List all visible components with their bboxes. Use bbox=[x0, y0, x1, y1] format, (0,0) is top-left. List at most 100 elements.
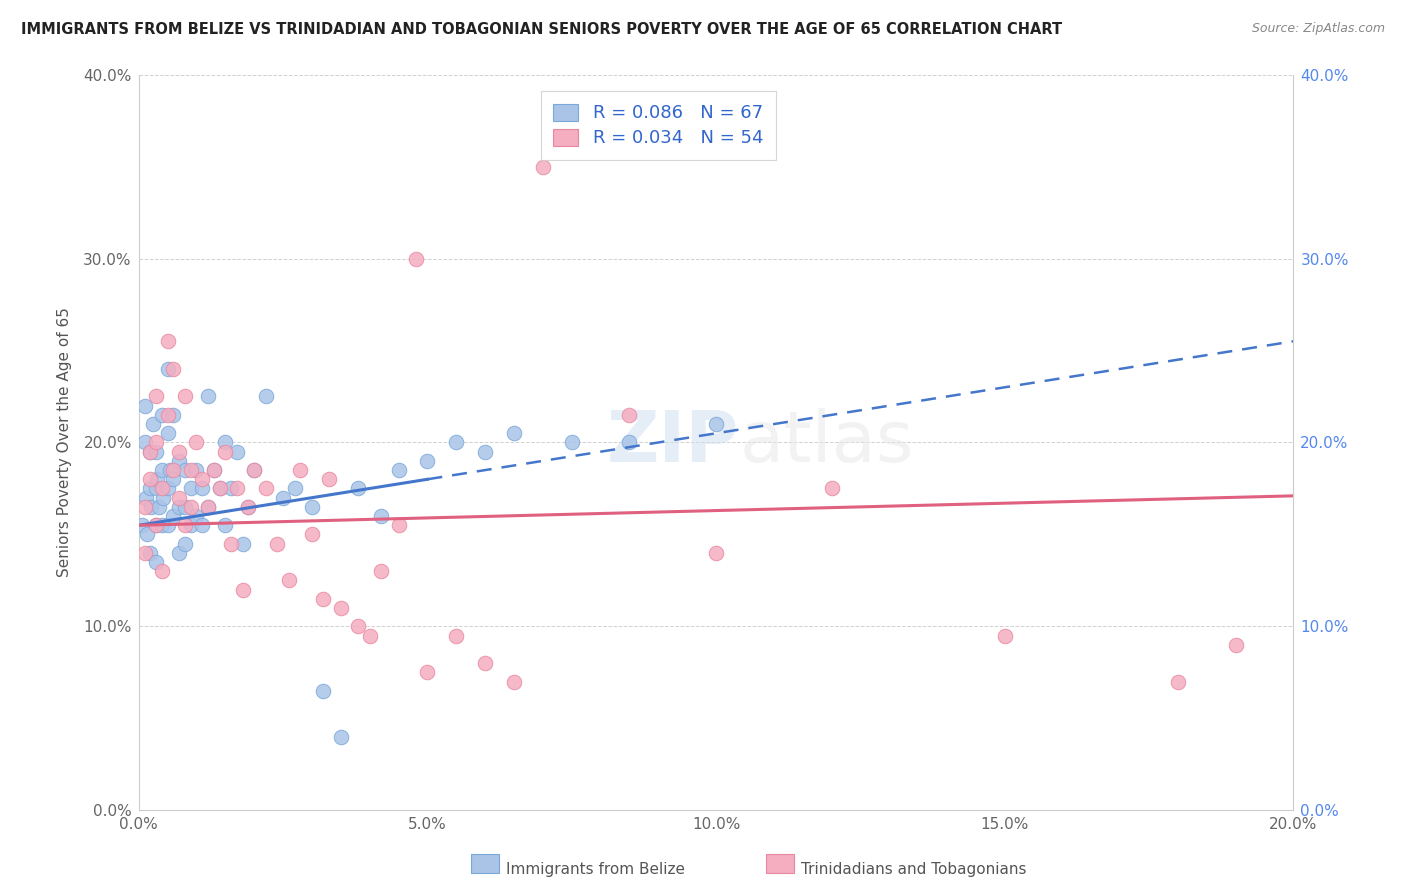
Point bbox=[416, 454, 439, 468]
Point bbox=[312, 591, 335, 606]
Point bbox=[145, 518, 167, 533]
Point bbox=[141, 500, 163, 514]
Point bbox=[136, 527, 159, 541]
Point bbox=[180, 463, 202, 477]
Point bbox=[619, 408, 641, 422]
Point bbox=[146, 472, 169, 486]
Point bbox=[186, 435, 208, 450]
Point bbox=[416, 665, 439, 680]
Point bbox=[162, 463, 184, 477]
Point bbox=[318, 472, 340, 486]
Point bbox=[219, 537, 242, 551]
Point bbox=[704, 417, 727, 431]
Point bbox=[180, 482, 202, 496]
Point bbox=[186, 463, 208, 477]
Point bbox=[254, 482, 277, 496]
Legend: R = 0.086   N = 67, R = 0.034   N = 54: R = 0.086 N = 67, R = 0.034 N = 54 bbox=[540, 91, 776, 161]
Text: atlas: atlas bbox=[740, 408, 914, 477]
Point bbox=[214, 435, 236, 450]
Point bbox=[167, 444, 190, 458]
Point bbox=[370, 564, 392, 578]
Point bbox=[145, 389, 167, 403]
Point bbox=[238, 500, 260, 514]
Point bbox=[197, 500, 219, 514]
Point bbox=[1225, 638, 1247, 652]
Point bbox=[208, 482, 231, 496]
Point bbox=[148, 500, 170, 514]
Point bbox=[347, 619, 370, 633]
Point bbox=[167, 491, 190, 505]
Point bbox=[162, 509, 184, 524]
Point bbox=[191, 518, 214, 533]
Point bbox=[134, 500, 156, 514]
Point bbox=[820, 482, 842, 496]
Point bbox=[994, 629, 1017, 643]
Point bbox=[156, 482, 179, 496]
Point bbox=[139, 546, 162, 560]
Point bbox=[284, 482, 307, 496]
Point bbox=[134, 435, 156, 450]
Text: IMMIGRANTS FROM BELIZE VS TRINIDADIAN AND TOBAGONIAN SENIORS POVERTY OVER THE AG: IMMIGRANTS FROM BELIZE VS TRINIDADIAN AN… bbox=[21, 22, 1062, 37]
Point bbox=[202, 463, 225, 477]
Point bbox=[704, 546, 727, 560]
Point bbox=[225, 444, 247, 458]
Point bbox=[131, 518, 153, 533]
Point bbox=[359, 629, 381, 643]
Point bbox=[139, 482, 162, 496]
Point bbox=[503, 674, 526, 689]
Text: ZIP: ZIP bbox=[607, 408, 740, 477]
Point bbox=[139, 472, 162, 486]
Point bbox=[162, 362, 184, 376]
Point bbox=[174, 537, 197, 551]
Point bbox=[214, 444, 236, 458]
Point bbox=[145, 518, 167, 533]
Point bbox=[180, 518, 202, 533]
Point bbox=[150, 564, 173, 578]
Point bbox=[347, 482, 370, 496]
Point bbox=[150, 408, 173, 422]
Point bbox=[150, 518, 173, 533]
Point bbox=[142, 417, 165, 431]
Point bbox=[174, 389, 197, 403]
Point bbox=[156, 518, 179, 533]
Point bbox=[446, 629, 468, 643]
Point bbox=[162, 472, 184, 486]
Point bbox=[503, 426, 526, 441]
Point bbox=[145, 444, 167, 458]
Point bbox=[145, 555, 167, 569]
Point bbox=[329, 601, 352, 615]
Point bbox=[243, 463, 266, 477]
Point bbox=[150, 482, 173, 496]
Point bbox=[387, 518, 409, 533]
Point bbox=[446, 435, 468, 450]
Point bbox=[266, 537, 288, 551]
Point bbox=[301, 527, 323, 541]
Point bbox=[232, 582, 254, 597]
Point bbox=[156, 426, 179, 441]
Point bbox=[162, 408, 184, 422]
Point bbox=[254, 389, 277, 403]
Point bbox=[271, 491, 294, 505]
Point bbox=[191, 472, 214, 486]
Point bbox=[232, 537, 254, 551]
Point bbox=[474, 657, 496, 671]
Point bbox=[135, 491, 157, 505]
Point bbox=[156, 408, 179, 422]
Y-axis label: Seniors Poverty Over the Age of 65: Seniors Poverty Over the Age of 65 bbox=[58, 308, 72, 577]
Point bbox=[197, 500, 219, 514]
Point bbox=[134, 399, 156, 413]
Point bbox=[191, 482, 214, 496]
Point bbox=[139, 444, 162, 458]
Point bbox=[202, 463, 225, 477]
Point bbox=[238, 500, 260, 514]
Point bbox=[225, 482, 247, 496]
Point bbox=[370, 509, 392, 524]
Point bbox=[619, 435, 641, 450]
Point bbox=[197, 389, 219, 403]
Point bbox=[277, 574, 299, 588]
Point bbox=[156, 334, 179, 349]
Text: Source: ZipAtlas.com: Source: ZipAtlas.com bbox=[1251, 22, 1385, 36]
Point bbox=[329, 730, 352, 744]
Point bbox=[387, 463, 409, 477]
Text: Trinidadians and Tobagonians: Trinidadians and Tobagonians bbox=[801, 863, 1026, 877]
